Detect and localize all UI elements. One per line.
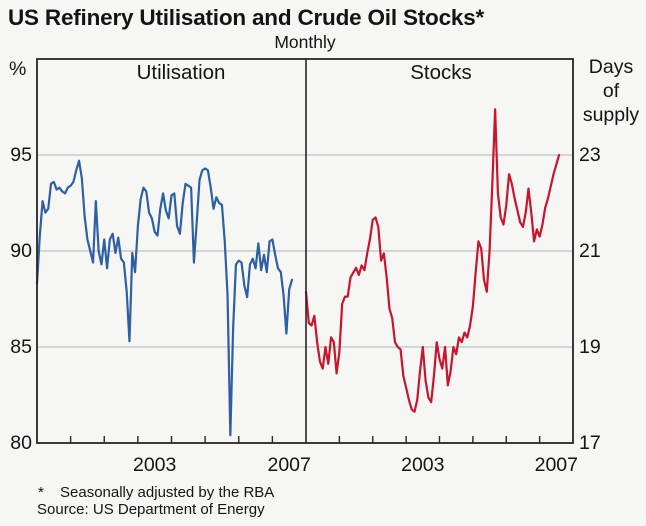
y-tick-left-95: 95 — [10, 144, 32, 166]
utilisation-line — [35, 159, 294, 437]
right-axis-unit-label: Days of supply — [583, 55, 639, 127]
x-year-label-stocks-2007: 2007 — [535, 454, 578, 476]
plot-frame — [36, 58, 574, 444]
y-tick-right-19: 19 — [579, 336, 601, 358]
page-title: US Refinery Utilisation and Crude Oil St… — [8, 5, 485, 30]
footnote-marker: * — [38, 484, 44, 501]
x-year-label-stocks-2003: 2003 — [401, 454, 444, 476]
source-note: Source: US Department of Energy — [37, 501, 265, 518]
y-tick-right-23: 23 — [579, 144, 601, 166]
panel-label-utilisation: Utilisation — [136, 61, 226, 84]
y-tick-right-21: 21 — [579, 240, 601, 262]
right-axis-unit-line-1: Days — [588, 56, 634, 78]
x-year-label-utilisation-2003: 2003 — [133, 454, 176, 476]
y-tick-left-90: 90 — [10, 240, 32, 262]
right-axis-unit-line-3: supply — [582, 104, 640, 126]
x-year-label-utilisation-2007: 2007 — [267, 454, 310, 476]
panel-label-stocks: Stocks — [410, 61, 472, 84]
footnote-text: Seasonally adjusted by the RBA — [60, 484, 275, 501]
footnote: * Seasonally adjusted by the RBA — [38, 484, 274, 501]
left-axis-unit-label: % — [9, 58, 27, 80]
right-axis-unit-line-2: of — [602, 80, 620, 102]
y-tick-left-85: 85 — [10, 336, 32, 358]
y-tick-right-17: 17 — [579, 432, 601, 454]
y-tick-left-80: 80 — [10, 432, 32, 454]
stocks-line — [304, 108, 561, 413]
chart-subtitle: Monthly — [274, 32, 336, 52]
